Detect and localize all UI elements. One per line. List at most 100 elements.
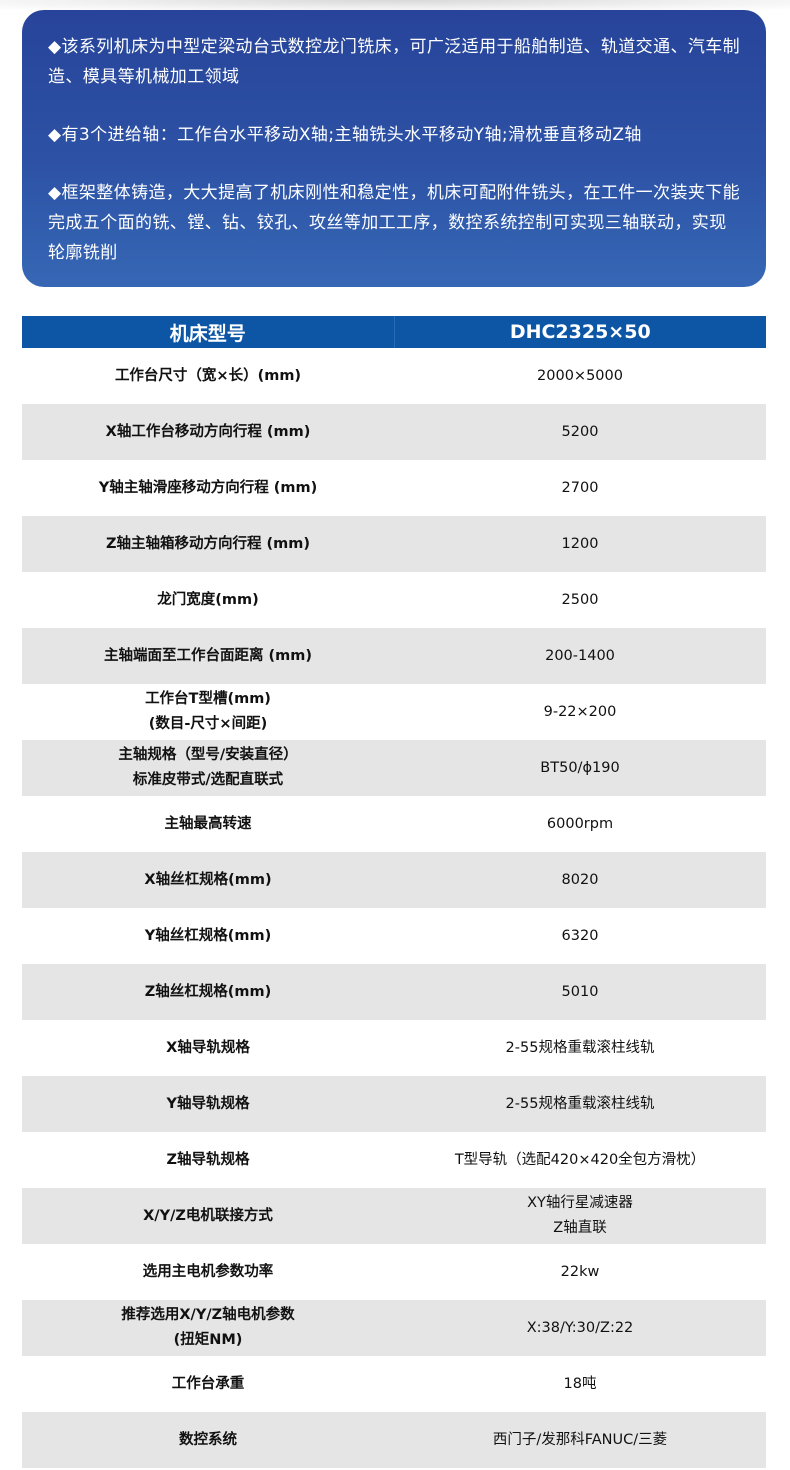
spec-label-line: 工作台T型槽(mm)	[145, 691, 271, 707]
spec-value: BT50/ϕ190	[394, 740, 766, 796]
spec-label-line: 主轴最高转速	[164, 815, 252, 832]
table-row: X/Y/Z电机联接方式 XY轴行星减速器 Z轴直联	[22, 1188, 766, 1244]
spec-label-line: Y轴丝杠规格(mm)	[144, 927, 272, 944]
table-row: 工作台T型槽(mm) (数目-尺寸×间距) 9-22×200	[22, 684, 766, 740]
spec-value-line: Z轴直联	[553, 1220, 607, 1236]
spec-label: Z轴丝杠规格(mm)	[22, 964, 394, 1020]
spec-value-line: BT50/ϕ190	[540, 759, 620, 776]
header-label: 机床型号	[22, 316, 395, 348]
spec-value-line: 18吨	[563, 1375, 597, 1392]
spec-value-line: 2700	[561, 479, 599, 496]
spec-label-line: (扭矩NM)	[173, 1332, 243, 1348]
spec-value-line: 2500	[561, 591, 599, 608]
spec-label-line: Z轴丝杠规格(mm)	[144, 983, 272, 1000]
spec-label-line: 数控系统	[179, 1431, 237, 1448]
spec-value-line: 5200	[561, 423, 599, 440]
table-row: X轴工作台移动方向行程 (mm) 5200	[22, 404, 766, 460]
spec-table: 机床型号 DHC2325×50 工作台尺寸（宽×长）(mm) 2000×5000 X…	[22, 316, 766, 1468]
spec-value-line: 5010	[561, 983, 599, 1000]
spec-label: Y轴导轨规格	[22, 1076, 394, 1132]
spec-label: 工作台T型槽(mm) (数目-尺寸×间距)	[22, 684, 394, 740]
intro-paragraph: ◆框架整体铸造，大大提高了机床刚性和稳定性，机床可配附件铣头，在工件一次装夹下能…	[48, 183, 741, 263]
spec-value: 9-22×200	[394, 684, 766, 740]
spec-label-line: X轴丝杠规格(mm)	[144, 871, 272, 888]
spec-value-line: 200-1400	[545, 647, 615, 664]
table-row: 主轴端面至工作台面距离 (mm) 200-1400	[22, 628, 766, 684]
intro-paragraph: ◆有3个进给轴：工作台水平移动X轴;主轴铣头水平移动Y轴;滑枕垂直移动Z轴	[48, 125, 642, 145]
spec-label-line: X轴导轨规格	[166, 1039, 250, 1056]
spec-label: Z轴导轨规格	[22, 1132, 394, 1188]
spec-label-line: Z轴主轴箱移动方向行程 (mm)	[105, 535, 311, 552]
spec-label: X轴工作台移动方向行程 (mm)	[22, 404, 394, 460]
spec-label-line: Y轴导轨规格	[166, 1095, 250, 1112]
spec-value-line: 西门子/发那科FANUC/三菱	[492, 1431, 668, 1448]
table-row: 选用主电机参数功率 22kw	[22, 1244, 766, 1300]
spec-value: 6320	[394, 908, 766, 964]
spec-value-line: 9-22×200	[543, 703, 617, 720]
spec-label: 主轴端面至工作台面距离 (mm)	[22, 628, 394, 684]
spec-label-line: 选用主电机参数功率	[142, 1263, 274, 1280]
spec-label: Y轴主轴滑座移动方向行程 (mm)	[22, 460, 394, 516]
spec-value: XY轴行星减速器 Z轴直联	[394, 1188, 766, 1244]
table-row: 龙门宽度(mm) 2500	[22, 572, 766, 628]
table-row: Z轴主轴箱移动方向行程 (mm) 1200	[22, 516, 766, 572]
spec-value-line: 22kw	[560, 1263, 600, 1280]
spec-label-line: 推荐选用X/Y/Z轴电机参数	[121, 1307, 295, 1323]
spec-value-line: 1200	[561, 535, 599, 552]
spec-label: 龙门宽度(mm)	[22, 572, 394, 628]
spec-value-line: T型导轨（选配420×420全包方滑枕）	[454, 1151, 706, 1168]
spec-label-line: 工作台承重	[171, 1375, 245, 1392]
table-row: 工作台尺寸（宽×长）(mm) 2000×5000	[22, 348, 766, 404]
spec-label: 选用主电机参数功率	[22, 1244, 394, 1300]
table-row: 工作台承重 18吨	[22, 1356, 766, 1412]
spec-label: 主轴规格（型号/安装直径） 标准皮带式/选配直联式	[22, 740, 394, 796]
table-row: Y轴主轴滑座移动方向行程 (mm) 2700	[22, 460, 766, 516]
table-row: Y轴导轨规格 2-55规格重载滚柱线轨	[22, 1076, 766, 1132]
table-row: X轴丝杠规格(mm) 8020	[22, 852, 766, 908]
spec-value: 18吨	[394, 1356, 766, 1412]
spec-label-line: 主轴端面至工作台面距离 (mm)	[103, 647, 313, 664]
top-shadow	[0, 0, 790, 10]
spec-value: 西门子/发那科FANUC/三菱	[394, 1412, 766, 1468]
table-header-row: 机床型号 DHC2325×50	[22, 316, 766, 348]
spec-label: X轴丝杠规格(mm)	[22, 852, 394, 908]
spec-value: 8020	[394, 852, 766, 908]
spec-label-line: 主轴规格（型号/安装直径）	[118, 747, 298, 763]
spec-value-line: X:38/Y:30/Z:22	[526, 1319, 634, 1336]
spec-value: 2-55规格重载滚柱线轨	[394, 1076, 766, 1132]
table-row: Z轴丝杠规格(mm) 5010	[22, 964, 766, 1020]
spec-label: 工作台尺寸（宽×长）(mm)	[22, 348, 394, 404]
spec-label: Y轴丝杠规格(mm)	[22, 908, 394, 964]
table-row: Z轴导轨规格 T型导轨（选配420×420全包方滑枕）	[22, 1132, 766, 1188]
spec-label-line: 龙门宽度(mm)	[157, 591, 259, 608]
header-model: DHC2325×50	[394, 316, 766, 348]
spec-value-line: XY轴行星减速器	[527, 1195, 633, 1211]
table-row: 数控系统 西门子/发那科FANUC/三菱	[22, 1412, 766, 1468]
spec-value: 2-55规格重载滚柱线轨	[394, 1020, 766, 1076]
intro-paragraph: ◆该系列机床为中型定梁动台式数控龙门铣床，可广泛适用于船舶制造、轨道交通、汽车制…	[48, 37, 741, 87]
intro-panel: ◆该系列机床为中型定梁动台式数控龙门铣床，可广泛适用于船舶制造、轨道交通、汽车制…	[22, 10, 766, 287]
spec-label: 工作台承重	[22, 1356, 394, 1412]
spec-label: 主轴最高转速	[22, 796, 394, 852]
table-row: 主轴最高转速 6000rpm	[22, 796, 766, 852]
spec-label-line: Y轴主轴滑座移动方向行程 (mm)	[98, 479, 318, 496]
spec-value: 2500	[394, 572, 766, 628]
spec-value-line: 2000×5000	[537, 367, 623, 384]
spec-value: X:38/Y:30/Z:22	[394, 1300, 766, 1356]
spec-value: 22kw	[394, 1244, 766, 1300]
spec-value: T型导轨（选配420×420全包方滑枕）	[394, 1132, 766, 1188]
table-row: 主轴规格（型号/安装直径） 标准皮带式/选配直联式 BT50/ϕ190	[22, 740, 766, 796]
spec-value: 5010	[394, 964, 766, 1020]
spec-label: Z轴主轴箱移动方向行程 (mm)	[22, 516, 394, 572]
spec-value-line: 2-55规格重载滚柱线轨	[505, 1095, 655, 1112]
spec-label-line: 工作台尺寸（宽×长）(mm)	[114, 367, 302, 384]
spec-label: X轴导轨规格	[22, 1020, 394, 1076]
spec-label-line: X/Y/Z电机联接方式	[143, 1207, 273, 1224]
spec-value-line: 6000rpm	[546, 815, 614, 832]
table-row: Y轴丝杠规格(mm) 6320	[22, 908, 766, 964]
spec-value-line: 6320	[561, 927, 599, 944]
spec-label: 数控系统	[22, 1412, 394, 1468]
spec-label: 推荐选用X/Y/Z轴电机参数 (扭矩NM)	[22, 1300, 394, 1356]
spec-value: 2700	[394, 460, 766, 516]
spec-value: 6000rpm	[394, 796, 766, 852]
